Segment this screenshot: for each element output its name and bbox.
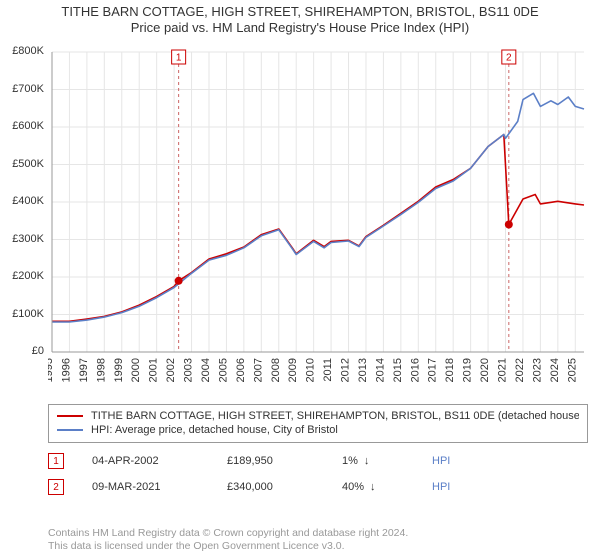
svg-text:1997: 1997: [78, 358, 90, 382]
svg-text:2011: 2011: [322, 358, 334, 382]
svg-text:2022: 2022: [514, 358, 526, 382]
svg-text:2017: 2017: [427, 358, 439, 382]
event-date-2: 09-MAR-2021: [92, 481, 227, 493]
event-badge-1: 1: [48, 453, 64, 469]
footer-line-2: This data is licensed under the Open Gov…: [48, 540, 408, 554]
y-tick-label: £500K: [0, 158, 44, 170]
y-tick-label: £700K: [0, 83, 44, 95]
y-tick-label: £200K: [0, 270, 44, 282]
y-tick-label: £800K: [0, 45, 44, 57]
price-chart: 1 2 1995 1996 1997 1998 1999 2000 2001 2002 2003 20…: [48, 46, 588, 394]
event-pct-value-2: 40%: [342, 481, 364, 493]
svg-text:1999: 1999: [113, 358, 125, 382]
legend-label-property: TITHE BARN COTTAGE, HIGH STREET, SHIREHA…: [91, 409, 579, 423]
y-tick-label: £0: [0, 345, 44, 357]
y-tick-label: £100K: [0, 308, 44, 320]
svg-text:2000: 2000: [130, 358, 142, 382]
svg-text:2007: 2007: [252, 358, 264, 382]
title-block: TITHE BARN COTTAGE, HIGH STREET, SHIREHA…: [0, 0, 600, 37]
event-table: 1 04-APR-2002 £189,950 1% ↓ HPI 2 09-MAR…: [48, 448, 568, 500]
down-arrow-icon: ↓: [370, 481, 376, 493]
legend-swatch-hpi: [57, 429, 83, 431]
svg-text:2015: 2015: [392, 358, 404, 382]
svg-text:2023: 2023: [531, 358, 543, 382]
svg-text:2006: 2006: [235, 358, 247, 382]
svg-text:2: 2: [506, 53, 512, 64]
y-tick-label: £600K: [0, 120, 44, 132]
svg-text:2012: 2012: [340, 358, 352, 382]
svg-text:2016: 2016: [409, 358, 421, 382]
svg-text:1996: 1996: [60, 358, 72, 382]
svg-text:2009: 2009: [287, 358, 299, 382]
y-tick-label: £300K: [0, 233, 44, 245]
svg-text:2004: 2004: [200, 358, 212, 382]
svg-text:1998: 1998: [95, 358, 107, 382]
legend-row-hpi: HPI: Average price, detached house, City…: [57, 423, 579, 437]
legend-label-hpi: HPI: Average price, detached house, City…: [91, 423, 338, 437]
title-line-2: Price paid vs. HM Land Registry's House …: [0, 20, 600, 36]
svg-text:1: 1: [176, 53, 182, 64]
legend-box: TITHE BARN COTTAGE, HIGH STREET, SHIREHA…: [48, 404, 588, 443]
legend-swatch-property: [57, 415, 83, 417]
svg-text:2025: 2025: [566, 358, 578, 382]
hpi-link-2[interactable]: HPI: [432, 481, 472, 493]
down-arrow-icon: ↓: [364, 455, 370, 467]
svg-text:2014: 2014: [374, 358, 386, 382]
svg-text:2019: 2019: [462, 358, 474, 382]
hpi-link-1[interactable]: HPI: [432, 455, 472, 467]
footer-attribution: Contains HM Land Registry data © Crown c…: [48, 527, 408, 554]
svg-text:2024: 2024: [549, 358, 561, 382]
svg-text:2010: 2010: [305, 358, 317, 382]
title-line-1: TITHE BARN COTTAGE, HIGH STREET, SHIREHA…: [0, 4, 600, 20]
svg-text:1995: 1995: [48, 358, 55, 382]
svg-text:2005: 2005: [217, 358, 229, 382]
chart-container: TITHE BARN COTTAGE, HIGH STREET, SHIREHA…: [0, 0, 600, 560]
svg-text:2003: 2003: [183, 358, 195, 382]
legend-row-property: TITHE BARN COTTAGE, HIGH STREET, SHIREHA…: [57, 409, 579, 423]
svg-text:2013: 2013: [357, 358, 369, 382]
svg-text:2001: 2001: [148, 358, 160, 382]
event-pct-1: 1% ↓: [342, 455, 432, 467]
event-date-1: 04-APR-2002: [92, 455, 227, 467]
svg-text:2020: 2020: [479, 358, 491, 382]
y-tick-label: £400K: [0, 195, 44, 207]
svg-text:2018: 2018: [444, 358, 456, 382]
svg-text:2002: 2002: [165, 358, 177, 382]
event-row-1: 1 04-APR-2002 £189,950 1% ↓ HPI: [48, 448, 568, 474]
svg-text:2021: 2021: [497, 358, 509, 382]
event-row-2: 2 09-MAR-2021 £340,000 40% ↓ HPI: [48, 474, 568, 500]
event-price-1: £189,950: [227, 455, 342, 467]
footer-line-1: Contains HM Land Registry data © Crown c…: [48, 527, 408, 541]
event-pct-value-1: 1%: [342, 455, 358, 467]
event-badge-2: 2: [48, 479, 64, 495]
event-price-2: £340,000: [227, 481, 342, 493]
event-pct-2: 40% ↓: [342, 481, 432, 493]
svg-text:2008: 2008: [270, 358, 282, 382]
